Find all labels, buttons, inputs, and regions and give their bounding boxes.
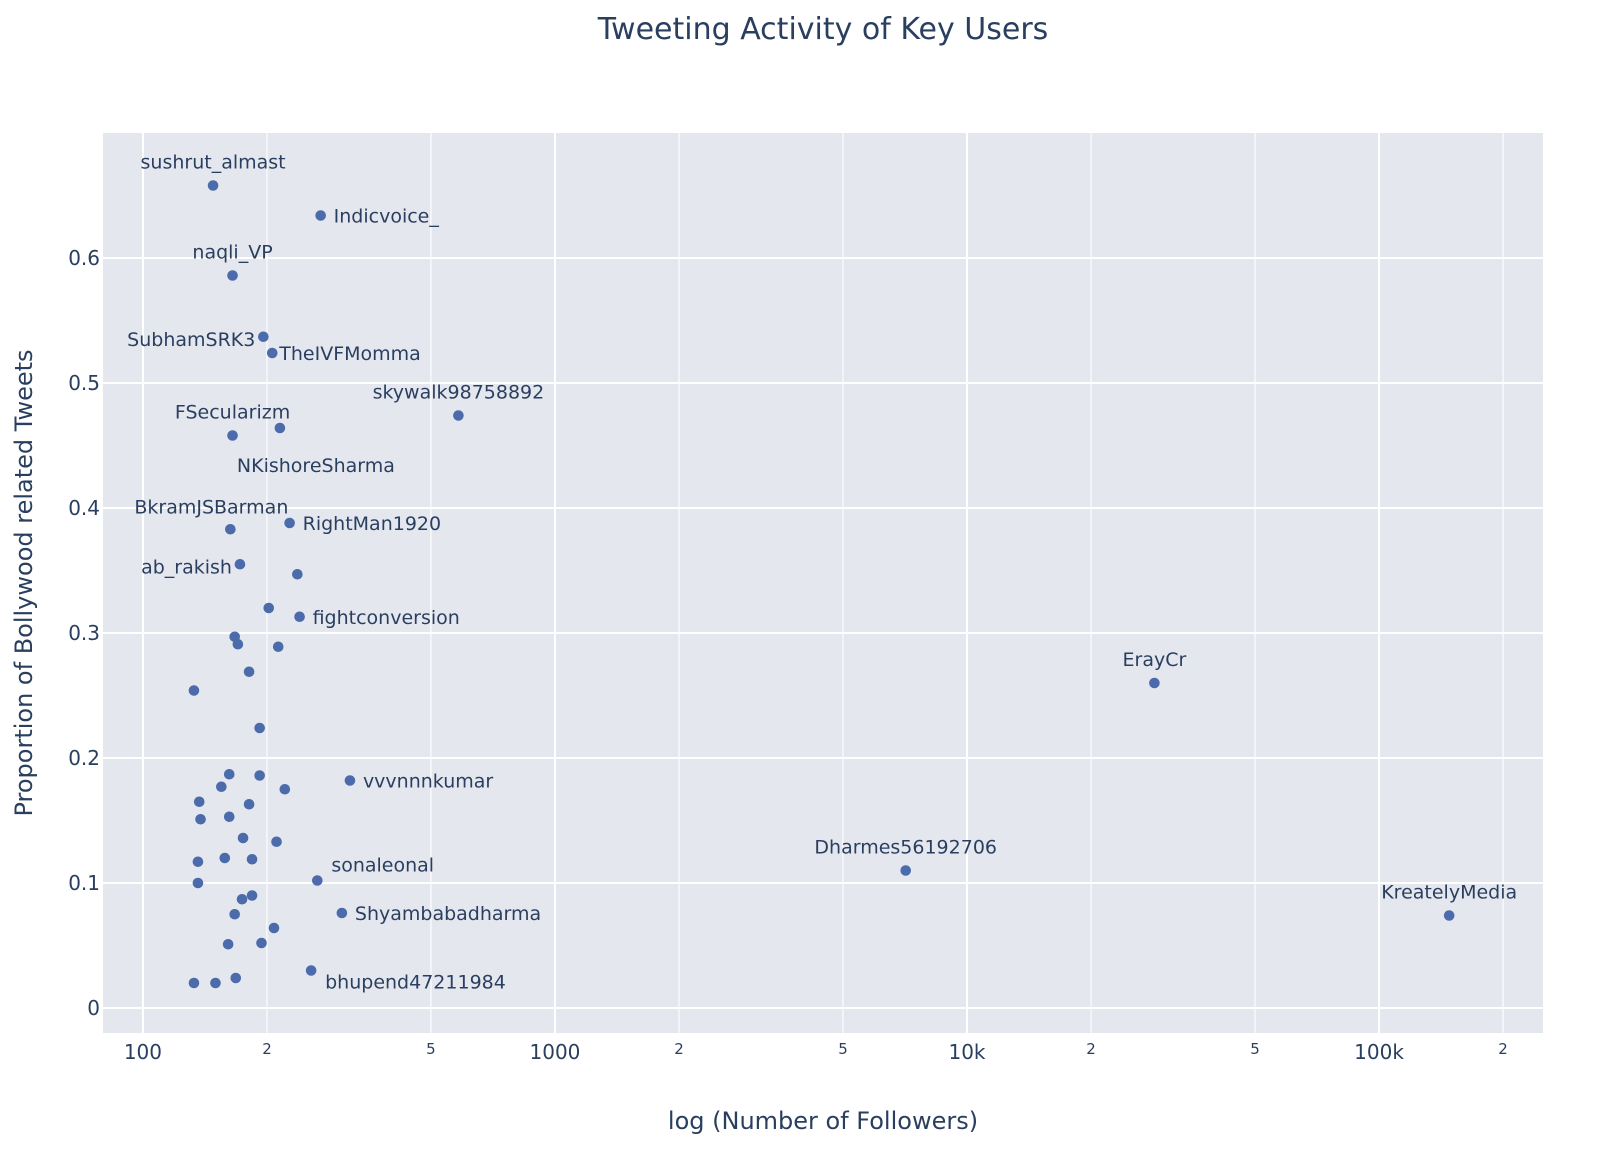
y-tick-label: 0 xyxy=(87,996,100,1020)
y-tick-label: 0.1 xyxy=(68,871,100,895)
data-point xyxy=(243,798,255,810)
x-tick-label: 5 xyxy=(426,1040,436,1058)
data-point xyxy=(254,722,265,734)
data-point xyxy=(227,430,238,441)
data-point xyxy=(192,877,204,889)
data-point xyxy=(305,965,317,976)
point-label: Indicvoice_ xyxy=(334,206,440,228)
data-point xyxy=(254,770,265,781)
point-label: FSecularizm xyxy=(175,402,290,424)
data-point xyxy=(453,410,464,421)
data-point xyxy=(234,558,246,570)
data-point xyxy=(192,856,204,868)
point-label: fightconversion xyxy=(313,607,460,629)
point-label: skywalk98758892 xyxy=(373,382,545,404)
data-point xyxy=(312,875,323,886)
point-label: SubhamSRK3 xyxy=(127,329,255,351)
data-point xyxy=(225,523,236,535)
y-tick-label: 0.5 xyxy=(68,371,100,395)
data-point xyxy=(268,922,280,934)
data-point xyxy=(229,908,240,920)
data-point xyxy=(230,972,242,984)
data-point xyxy=(1149,677,1160,689)
point-label: sushrut_almast xyxy=(141,152,286,174)
data-labels: sushrut_almast Indicvoice_ naqli_VP SubhamS… xyxy=(127,152,1517,994)
x-tick-label: 2 xyxy=(262,1040,272,1058)
point-label: KreatelyMedia xyxy=(1381,882,1517,904)
data-point xyxy=(263,602,275,614)
data-point xyxy=(188,977,200,989)
point-label: TheIVFMomma xyxy=(278,343,421,365)
data-point xyxy=(222,938,234,950)
point-label: RightMan1920 xyxy=(303,513,441,535)
point-label: ab_rakish xyxy=(141,556,232,578)
data-point xyxy=(256,937,267,949)
data-point xyxy=(236,893,248,905)
data-point xyxy=(292,568,303,580)
point-label: Dharmes56192706 xyxy=(814,837,997,859)
point-label: naqli_VP xyxy=(192,242,272,264)
data-point xyxy=(279,783,291,795)
point-label: Shyambabadharma xyxy=(355,903,541,925)
data-point xyxy=(284,517,295,529)
data-point xyxy=(223,768,235,780)
x-tick-label: 10k xyxy=(948,1040,985,1064)
data-point xyxy=(237,832,249,844)
data-point xyxy=(266,347,278,359)
data-point xyxy=(336,907,348,919)
data-point xyxy=(195,813,206,825)
axis-ticks: 100 2 5 1000 2 5 10k 2 5 100k 2 0 0.1 0.2 0.3 0.4 0.5 0.6 xyxy=(68,246,1508,1064)
x-tick-label: 5 xyxy=(838,1040,848,1058)
data-point xyxy=(246,890,258,901)
data-point xyxy=(294,611,305,623)
data-point xyxy=(900,865,912,876)
data-point xyxy=(258,331,269,343)
y-tick-label: 0.3 xyxy=(68,621,100,645)
data-point xyxy=(227,270,238,281)
y-axis-title: Proportion of Bollywood related Tweets xyxy=(10,349,38,816)
chart-title: Tweeting Activity of Key Users xyxy=(597,12,1049,47)
x-tick-label: 1000 xyxy=(530,1040,581,1064)
data-point xyxy=(1443,910,1455,921)
x-tick-label: 5 xyxy=(1250,1040,1260,1058)
x-tick-label: 2 xyxy=(1498,1040,1508,1058)
data-points xyxy=(188,180,1455,989)
data-point xyxy=(315,210,326,221)
y-tick-label: 0.6 xyxy=(68,246,100,270)
data-point xyxy=(232,638,244,650)
data-point xyxy=(193,796,205,808)
data-point xyxy=(272,641,284,653)
data-point xyxy=(271,836,282,848)
data-point xyxy=(344,775,356,786)
point-label: ErayCr xyxy=(1123,649,1187,671)
x-tick-label: 2 xyxy=(1086,1040,1096,1058)
data-point xyxy=(246,853,258,865)
x-tick-label: 2 xyxy=(674,1040,684,1058)
x-tick-label: 100 xyxy=(124,1040,162,1064)
data-point xyxy=(216,781,227,793)
y-tick-label: 0.2 xyxy=(68,746,100,770)
data-point xyxy=(210,977,221,989)
plot-area xyxy=(103,133,1543,1033)
point-label: sonaleonal xyxy=(331,855,434,877)
x-tick-label: 100k xyxy=(1354,1040,1404,1064)
data-point xyxy=(223,811,235,823)
data-point xyxy=(188,685,200,696)
y-tick-label: 0.4 xyxy=(68,496,100,520)
x-axis-title: log (Number of Followers) xyxy=(668,1107,978,1135)
point-label: NKishoreSharma xyxy=(237,455,395,477)
point-label: vvvnnnkumar xyxy=(363,771,493,793)
data-point xyxy=(243,666,255,678)
point-label: bhupend47211984 xyxy=(325,972,506,994)
data-point xyxy=(219,852,231,864)
data-point xyxy=(207,180,219,191)
grid-lines xyxy=(103,133,1543,1033)
data-point xyxy=(274,422,286,434)
point-label: BkramJSBarman xyxy=(134,496,288,518)
